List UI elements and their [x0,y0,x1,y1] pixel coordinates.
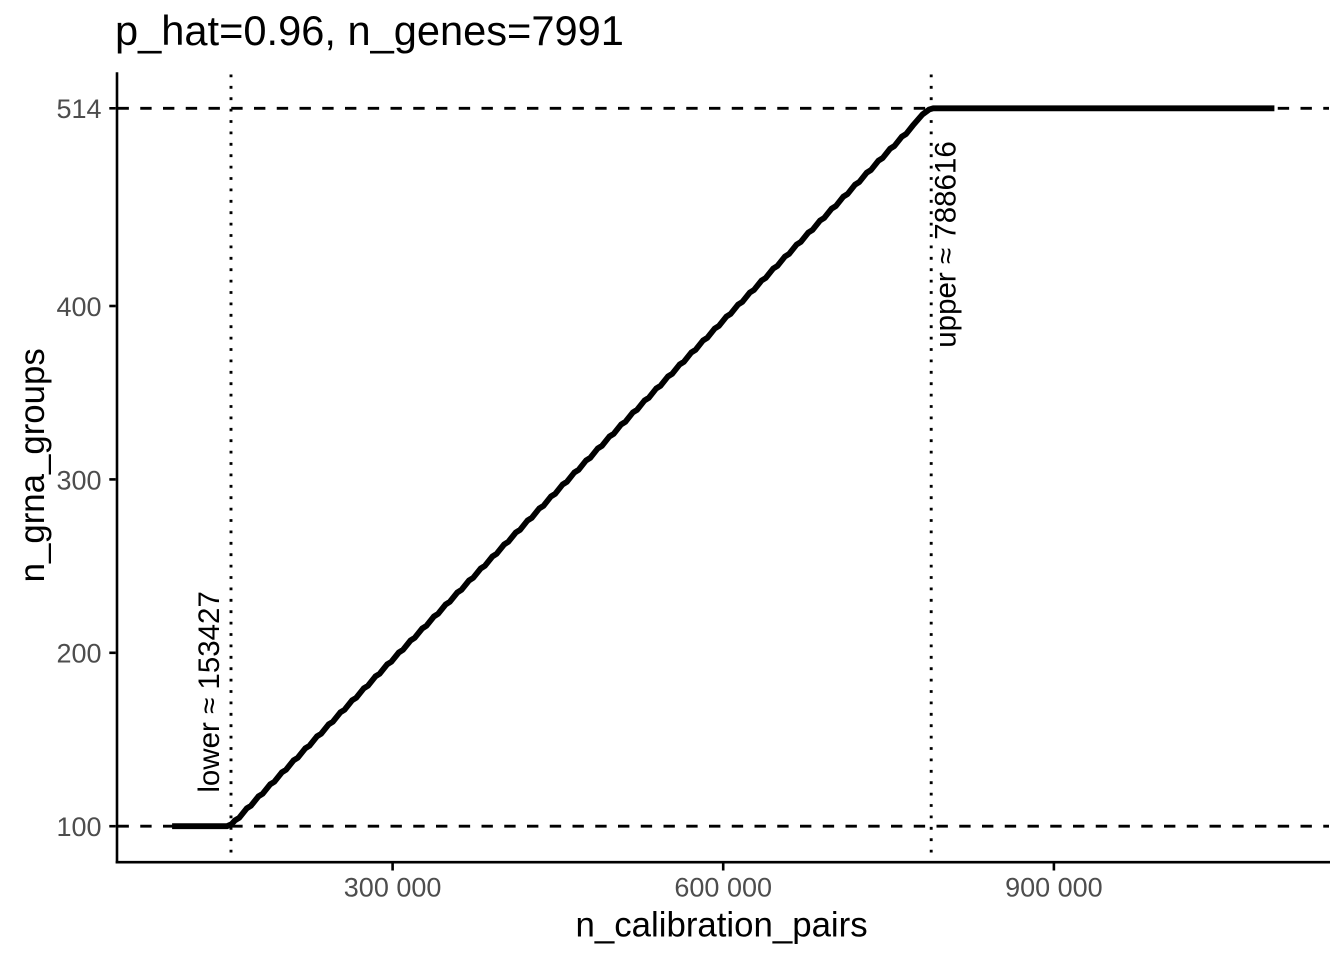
svg-text:300 000: 300 000 [344,873,442,903]
svg-text:514: 514 [56,94,101,124]
svg-text:200: 200 [56,639,101,669]
svg-text:n_grna_groups: n_grna_groups [13,348,52,582]
svg-text:n_calibration_pairs: n_calibration_pairs [576,906,868,945]
svg-text:300: 300 [56,465,101,495]
svg-text:900 000: 900 000 [1005,873,1103,903]
svg-text:lower ≈ 153427: lower ≈ 153427 [193,591,226,793]
svg-text:100: 100 [56,812,101,842]
svg-text:upper ≈ 788616: upper ≈ 788616 [930,141,963,347]
svg-text:p_hat=0.96, n_genes=7991: p_hat=0.96, n_genes=7991 [115,7,624,54]
svg-text:400: 400 [56,292,101,322]
svg-text:600 000: 600 000 [674,873,772,903]
